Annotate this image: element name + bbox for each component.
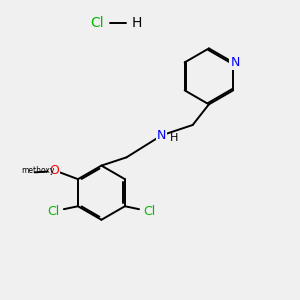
Text: N: N xyxy=(230,56,240,69)
Text: H: H xyxy=(170,133,178,142)
Text: Cl: Cl xyxy=(143,205,155,218)
Text: Cl: Cl xyxy=(90,16,104,30)
Text: N: N xyxy=(157,129,167,142)
Text: Cl: Cl xyxy=(47,205,60,218)
Text: H: H xyxy=(132,16,142,30)
Text: O: O xyxy=(50,164,59,177)
Text: methoxy: methoxy xyxy=(21,166,54,175)
